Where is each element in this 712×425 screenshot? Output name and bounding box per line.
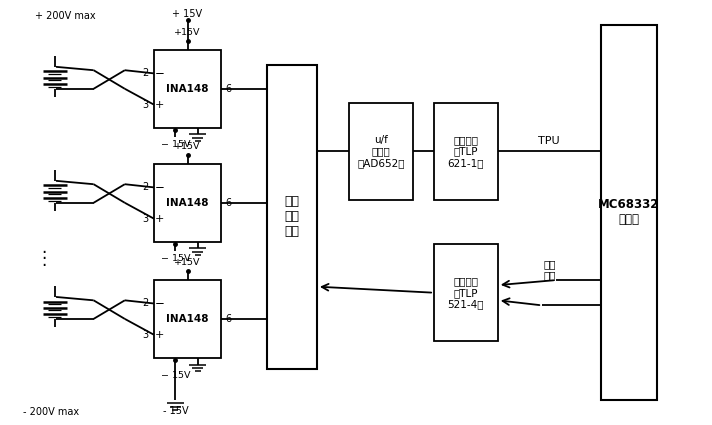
Text: MC68332
单片机: MC68332 单片机 xyxy=(598,198,660,227)
Text: 2: 2 xyxy=(142,68,149,78)
Text: − 15V: − 15V xyxy=(161,255,190,264)
Text: u/f
变换器
（AD652）: u/f 变换器 （AD652） xyxy=(357,135,404,168)
Text: 3: 3 xyxy=(142,330,148,340)
Bar xyxy=(434,103,498,200)
Bar xyxy=(434,244,498,341)
Text: - 15V: - 15V xyxy=(162,406,188,416)
Bar xyxy=(154,164,221,242)
Text: −: − xyxy=(155,67,164,80)
Bar xyxy=(154,50,221,128)
Text: + 15V: + 15V xyxy=(172,9,203,19)
Text: +15V: +15V xyxy=(174,142,201,151)
Text: 多路
模拟
开关: 多路 模拟 开关 xyxy=(285,195,300,238)
Text: 光耦隔离
（TLP
621-1）: 光耦隔离 （TLP 621-1） xyxy=(448,135,484,168)
Text: +15V: +15V xyxy=(174,28,201,37)
Text: 6: 6 xyxy=(225,314,231,324)
Text: +: + xyxy=(155,214,164,224)
Text: ·: · xyxy=(41,244,46,262)
Text: − 15V: − 15V xyxy=(161,371,190,380)
Text: 3: 3 xyxy=(142,214,148,224)
Text: ·: · xyxy=(41,250,46,268)
Text: 2: 2 xyxy=(142,182,149,193)
Bar xyxy=(267,65,317,369)
Text: −: − xyxy=(155,297,164,310)
Bar xyxy=(601,25,657,400)
Text: −: − xyxy=(155,181,164,194)
Text: - 200V max: - 200V max xyxy=(23,407,79,417)
Text: 3: 3 xyxy=(142,99,148,110)
Text: 2: 2 xyxy=(142,298,149,309)
Bar xyxy=(349,103,413,200)
Text: TPU: TPU xyxy=(538,136,560,146)
Text: INA148: INA148 xyxy=(167,198,209,208)
Text: − 15V: − 15V xyxy=(161,140,190,150)
Bar xyxy=(154,280,221,358)
Text: INA148: INA148 xyxy=(167,314,209,324)
Text: +15V: +15V xyxy=(174,258,201,267)
Text: + 200V max: + 200V max xyxy=(36,11,96,21)
Text: +: + xyxy=(155,330,164,340)
Text: 地址
选择: 地址 选择 xyxy=(543,259,555,280)
Text: ·: · xyxy=(41,257,46,275)
Text: 6: 6 xyxy=(225,198,231,208)
Text: +: + xyxy=(155,99,164,110)
Text: 6: 6 xyxy=(225,84,231,94)
Text: 光耦隔离
（TLP
521-4）: 光耦隔离 （TLP 521-4） xyxy=(448,276,484,309)
Text: INA148: INA148 xyxy=(167,84,209,94)
